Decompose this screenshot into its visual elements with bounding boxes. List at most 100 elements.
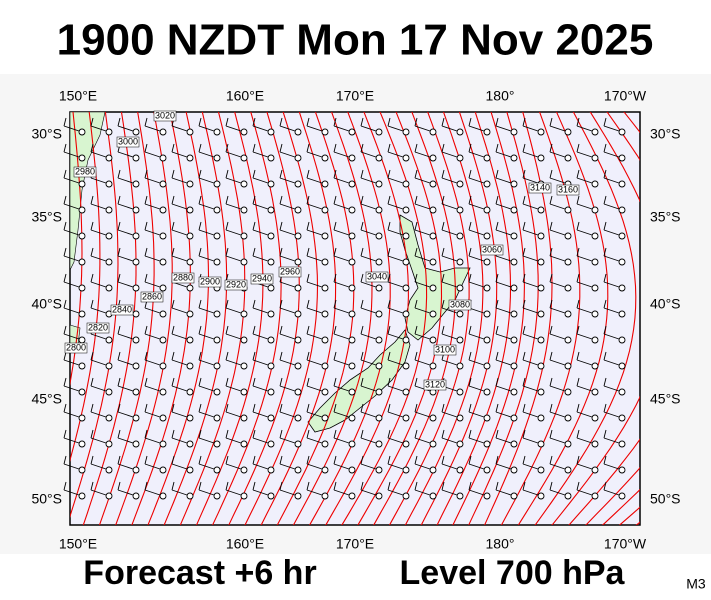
station [78, 388, 86, 396]
lon-label-bottom: 170°E [336, 536, 374, 552]
barb-feather [549, 195, 553, 205]
barb-feather [468, 429, 472, 439]
station [267, 492, 275, 500]
barb-feather [468, 377, 472, 387]
station [483, 492, 491, 500]
barb-feather [522, 273, 526, 283]
barb-feather [522, 455, 526, 465]
station [78, 284, 86, 292]
barb-feather [171, 195, 175, 205]
contour-label: 2820 [88, 322, 108, 332]
station [186, 206, 194, 214]
barb-feather [468, 351, 472, 361]
station [159, 336, 167, 344]
station [132, 180, 140, 188]
barb-feather [198, 117, 202, 127]
barb-feather [117, 481, 121, 491]
lat-label-left: 45°S [31, 391, 62, 407]
contour-label-box [198, 276, 222, 288]
station [294, 440, 302, 448]
barb-feather [90, 299, 94, 309]
station [240, 128, 248, 136]
barb-feather [603, 455, 607, 465]
barb-feather [522, 429, 526, 439]
station [618, 336, 626, 344]
barb-feather [144, 169, 148, 179]
station [159, 466, 167, 474]
contour-label-box [140, 291, 164, 303]
station [402, 362, 410, 370]
station [456, 492, 464, 500]
station [591, 154, 599, 162]
barb-feather [360, 299, 364, 309]
station [240, 154, 248, 162]
station [213, 414, 221, 422]
barb-feather [198, 325, 202, 335]
barb-feather [360, 429, 364, 439]
station [510, 440, 518, 448]
contour [436, 112, 512, 525]
barb-feather [333, 377, 337, 387]
barb-feather [171, 351, 175, 361]
station [618, 206, 626, 214]
contour-label: 3020 [155, 110, 175, 120]
barb-feather [549, 221, 553, 231]
barb-feather [522, 117, 526, 127]
barb-feather [414, 351, 418, 361]
barb-feather [387, 325, 391, 335]
barb-feather [576, 325, 580, 335]
station [186, 440, 194, 448]
station [159, 128, 167, 136]
barb-feather [468, 169, 472, 179]
contour-label: 2860 [142, 291, 162, 301]
station [186, 232, 194, 240]
barb-feather [495, 481, 499, 491]
barb-feather [360, 455, 364, 465]
station [348, 284, 356, 292]
barb-feather [117, 455, 121, 465]
contour-label-box [224, 279, 248, 291]
station [132, 362, 140, 370]
station [483, 128, 491, 136]
barb-feather [252, 455, 256, 465]
station [159, 284, 167, 292]
station [159, 414, 167, 422]
station [564, 440, 572, 448]
barb-feather [198, 351, 202, 361]
station [78, 180, 86, 188]
station [564, 466, 572, 474]
station [564, 206, 572, 214]
barb-feather [198, 481, 202, 491]
barb-feather [117, 429, 121, 439]
contour [373, 112, 456, 525]
contour-label-box [278, 266, 302, 278]
barb-feather [333, 429, 337, 439]
station [321, 206, 329, 214]
barb-feather [441, 117, 445, 127]
barb-feather [441, 273, 445, 283]
station [375, 284, 383, 292]
barb-feather [522, 169, 526, 179]
barb-feather [225, 247, 229, 257]
station [510, 180, 518, 188]
station [213, 466, 221, 474]
barb-feather [63, 195, 67, 205]
station [375, 206, 383, 214]
barb-feather [144, 143, 148, 153]
station [564, 336, 572, 344]
station [267, 206, 275, 214]
contour-label: 3080 [450, 299, 470, 309]
station [483, 284, 491, 292]
station [294, 180, 302, 188]
barb-feather [441, 429, 445, 439]
barb-feather [198, 377, 202, 387]
station [537, 492, 545, 500]
station [267, 414, 275, 422]
lon-label-bottom: 150°E [59, 536, 97, 552]
barb-feather [387, 377, 391, 387]
barb-feather [441, 455, 445, 465]
barb-feather [198, 299, 202, 309]
barb-feather [171, 143, 175, 153]
contour [309, 112, 391, 525]
station [591, 310, 599, 318]
